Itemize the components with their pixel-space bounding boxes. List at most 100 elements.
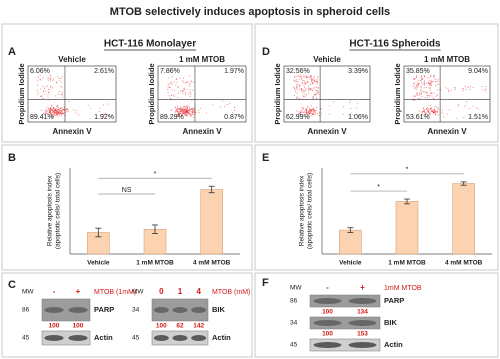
event-dot: [296, 79, 298, 81]
event-dot: [311, 113, 313, 115]
event-dot: [50, 110, 52, 111]
event-dot: [168, 95, 170, 97]
event-dot: [59, 79, 61, 81]
event-dot: [55, 110, 57, 111]
event-dot: [182, 109, 184, 111]
event-dot: [183, 109, 185, 111]
event-dot: [304, 93, 306, 95]
figure-title: MTOB selectively induces apoptosis in sp…: [110, 6, 390, 18]
event-dot: [350, 113, 352, 115]
blot-strip: [41, 330, 91, 346]
event-dot: [308, 109, 310, 111]
event-dot: [187, 111, 189, 113]
quadrant-percent: 1.51%: [468, 114, 488, 121]
event-dot: [294, 77, 296, 79]
event-dot: [192, 107, 194, 109]
event-dot: [306, 110, 308, 112]
event-dot: [182, 112, 184, 114]
event-dot: [435, 95, 437, 97]
event-dot: [181, 110, 182, 112]
event-dot: [295, 76, 297, 78]
event-dot: [312, 114, 314, 116]
event-dot: [416, 82, 418, 84]
event-dot: [185, 92, 187, 94]
event-dot: [60, 85, 62, 87]
event-dot: [173, 94, 175, 96]
event-dot: [314, 94, 316, 96]
event-dot: [431, 110, 433, 112]
event-dot: [437, 93, 438, 95]
event-dot: [176, 109, 178, 111]
event-dot: [303, 84, 305, 86]
event-dot: [188, 112, 190, 114]
bar: [395, 201, 419, 255]
event-dot: [447, 88, 449, 90]
event-dot: [453, 87, 455, 89]
panel-frame: [254, 23, 499, 143]
event-dot: [423, 91, 425, 93]
event-dot: [469, 88, 471, 90]
event-dot: [182, 112, 184, 114]
event-dot: [49, 109, 50, 111]
event-dot: [464, 105, 466, 107]
event-dot: [416, 75, 418, 77]
event-dot: [181, 107, 183, 109]
mw-marker: 45: [132, 335, 140, 342]
event-dot: [47, 94, 49, 96]
event-dot: [303, 96, 305, 98]
event-dot: [307, 110, 309, 112]
event-dot: [296, 96, 298, 98]
event-dot: [45, 111, 47, 113]
event-dot: [414, 82, 416, 84]
event-dot: [57, 111, 58, 113]
event-dot: [430, 92, 432, 94]
event-dot: [195, 112, 197, 114]
event-dot: [298, 84, 300, 86]
event-dot: [306, 108, 308, 110]
event-dot: [427, 97, 429, 99]
event-dot: [465, 88, 467, 90]
event-dot: [421, 81, 423, 83]
event-dot: [40, 79, 42, 81]
event-dot: [189, 94, 191, 95]
lane-label: -: [326, 283, 329, 292]
event-dot: [182, 111, 184, 113]
event-dot: [306, 74, 308, 76]
event-dot: [188, 110, 190, 112]
event-dot: [51, 106, 53, 108]
event-dot: [63, 109, 65, 111]
treatment-label: MTOB (mM): [212, 289, 250, 296]
event-dot: [176, 111, 178, 112]
event-dot: [62, 108, 64, 110]
event-dot: [293, 80, 295, 82]
event-dot: [59, 112, 61, 114]
event-dot: [62, 113, 64, 115]
event-dot: [315, 93, 317, 95]
event-dot: [179, 108, 180, 110]
event-dot: [53, 108, 55, 109]
event-dot: [420, 97, 422, 99]
event-dot: [59, 91, 60, 93]
event-dot: [189, 109, 190, 111]
event-dot: [186, 113, 188, 115]
event-dot: [187, 105, 189, 107]
event-dot: [450, 90, 452, 92]
event-dot: [413, 95, 415, 97]
event-dot: [426, 87, 428, 88]
event-dot: [179, 112, 181, 114]
event-dot: [180, 111, 182, 113]
event-dot: [36, 89, 38, 91]
event-dot: [53, 114, 55, 116]
event-dot: [329, 105, 331, 107]
event-dot: [50, 110, 51, 112]
event-dot: [315, 79, 316, 81]
event-dot: [46, 106, 48, 108]
event-dot: [311, 109, 313, 111]
event-dot: [232, 112, 234, 114]
event-dot: [353, 114, 355, 116]
event-dot: [472, 86, 474, 88]
y-axis-label: Propidium Iodide: [393, 63, 402, 124]
blot-band: [68, 307, 88, 313]
event-dot: [189, 84, 190, 86]
event-dot: [473, 106, 475, 107]
